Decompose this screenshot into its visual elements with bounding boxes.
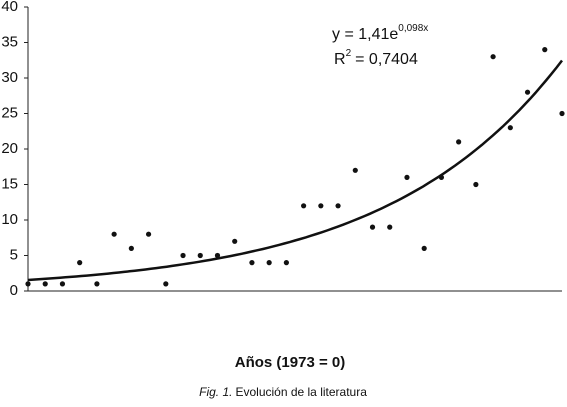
point — [145, 231, 152, 237]
y-tick-label: 30 — [1, 69, 18, 86]
caption: Fig. 1. Evolución de la literatura — [199, 385, 367, 399]
point — [369, 224, 376, 230]
point — [249, 260, 255, 266]
point — [335, 203, 341, 209]
y-tick-label: 25 — [1, 104, 18, 121]
point — [542, 47, 548, 53]
trendline — [27, 59, 563, 282]
point — [524, 89, 531, 95]
y-tick-label: 0 — [10, 282, 18, 299]
point — [559, 110, 565, 117]
point — [163, 281, 169, 287]
point — [197, 252, 203, 259]
equation: y = 1,41e0,098x — [332, 23, 428, 44]
point — [456, 139, 462, 145]
point — [214, 252, 221, 259]
point — [77, 260, 83, 266]
point — [266, 260, 272, 266]
point — [387, 224, 393, 230]
point — [25, 281, 31, 287]
point — [42, 281, 48, 287]
point — [404, 174, 410, 180]
r-squared-value: = 0,7404 — [355, 51, 418, 68]
point — [490, 54, 496, 60]
point — [421, 245, 427, 251]
r-squared-exponent: 2 — [346, 48, 352, 59]
point — [352, 167, 358, 173]
point — [283, 260, 289, 266]
point — [128, 245, 134, 251]
point — [59, 281, 66, 287]
y-tick-label: 15 — [1, 175, 18, 192]
point — [438, 174, 445, 180]
y-tick-label: 40 — [1, 0, 18, 15]
y-tick-label: 35 — [1, 33, 18, 50]
caption-label: Fig. 1. — [199, 385, 232, 399]
equation-text: y = 1,41e — [332, 26, 398, 43]
y-tick-label: 20 — [1, 140, 18, 157]
point — [232, 238, 238, 244]
x-axis-title: Años (1973 = 0) — [235, 354, 345, 371]
point — [318, 203, 324, 209]
point — [94, 281, 100, 287]
point — [301, 203, 307, 209]
r-squared: R2 = 0,7404 — [334, 48, 418, 69]
caption-text: Evolución de la literatura — [235, 385, 367, 399]
y-tick-label: 5 — [10, 246, 18, 263]
point — [473, 181, 479, 188]
point — [111, 231, 117, 237]
equation-exponent: 0,098x — [398, 23, 428, 34]
point — [507, 125, 513, 131]
y-tick-label: 10 — [1, 211, 18, 228]
r-squared-text: R — [334, 51, 346, 68]
point — [180, 252, 186, 259]
